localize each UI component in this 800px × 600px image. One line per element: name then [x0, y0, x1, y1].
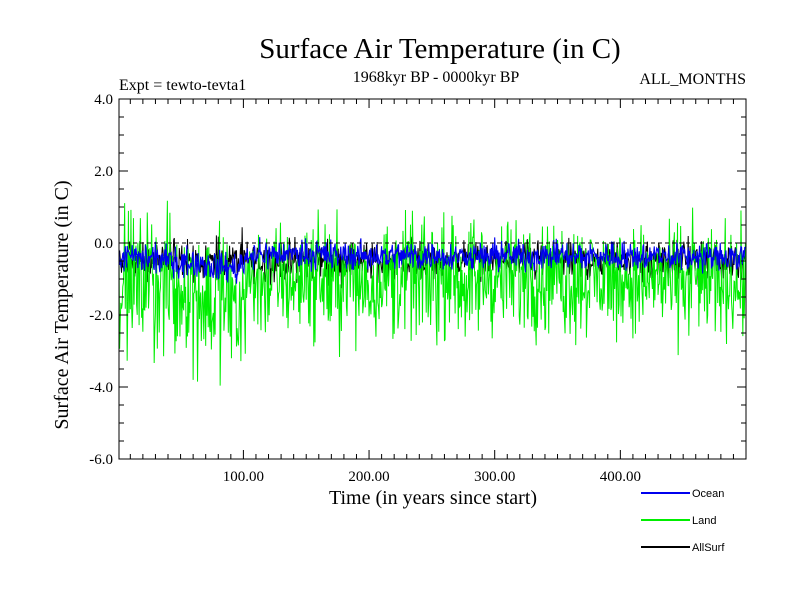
y-tick-label: 0.0 [94, 236, 113, 252]
series-land-line [119, 200, 746, 386]
months-label: ALL_MONTHS [639, 71, 746, 88]
period-label: 1968kyr BP - 0000kyr BP [353, 69, 520, 86]
x-tick-label: 300.00 [474, 469, 515, 485]
y-tick-label: -4.0 [89, 380, 113, 396]
y-axis-label: Surface Air Temperature (in C) [51, 180, 73, 429]
legend-label-ocean: Ocean [692, 488, 724, 500]
axes: -6.0 -4.0 -2.0 0.0 2.0 4.0 100.00 200.00 300.00 4… [89, 92, 747, 485]
legend-label-allsurf: AllSurf [692, 542, 725, 554]
y-tick-label: 2.0 [94, 164, 113, 180]
x-axis-label: Time (in years since start) [329, 487, 537, 509]
x-tick-label: 100.00 [223, 469, 264, 485]
legend: Ocean Land AllSurf [641, 488, 725, 554]
y-tick-label: -6.0 [89, 452, 113, 468]
y-tick-label: 4.0 [94, 92, 113, 108]
plot-area [119, 200, 746, 386]
x-tick-label: 400.00 [600, 469, 641, 485]
x-tick-label: 200.00 [348, 469, 389, 485]
experiment-label: Expt = tewto-tevta1 [119, 77, 246, 94]
chart-title: Surface Air Temperature (in C) [259, 33, 620, 65]
legend-label-land: Land [692, 515, 716, 527]
series-ocean-line [119, 237, 746, 284]
y-tick-label: -2.0 [89, 308, 113, 324]
